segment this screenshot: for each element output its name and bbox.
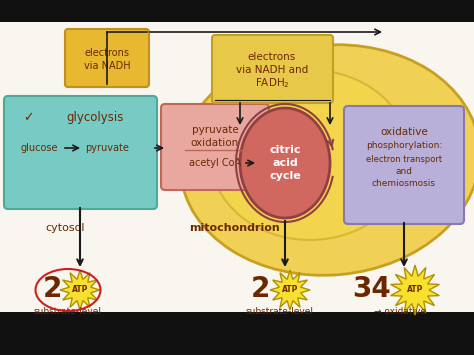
Text: electrons: electrons (84, 48, 129, 58)
Polygon shape (391, 265, 439, 315)
Text: pyruvate: pyruvate (191, 125, 238, 135)
Text: ✓: ✓ (23, 111, 33, 125)
Text: substrate-level: substrate-level (246, 307, 314, 317)
Text: via NADH and: via NADH and (236, 65, 308, 75)
Polygon shape (60, 270, 100, 310)
Text: electrons: electrons (248, 52, 296, 62)
Text: oxidative: oxidative (380, 127, 428, 137)
Text: ATP: ATP (282, 285, 298, 295)
FancyBboxPatch shape (4, 96, 157, 209)
Bar (0, 22, 474, 312)
Text: and: and (395, 166, 412, 175)
Text: cycle: cycle (269, 171, 301, 181)
FancyBboxPatch shape (344, 106, 464, 224)
Text: acid: acid (272, 158, 298, 168)
Text: 2: 2 (250, 275, 270, 303)
Text: glucose: glucose (20, 143, 57, 153)
Polygon shape (270, 270, 310, 310)
Ellipse shape (415, 144, 445, 166)
Ellipse shape (210, 70, 410, 240)
Ellipse shape (240, 108, 330, 218)
Ellipse shape (415, 114, 445, 136)
Text: 2: 2 (42, 275, 62, 303)
Text: electron transport: electron transport (366, 154, 442, 164)
Text: via NADH: via NADH (84, 61, 130, 71)
FancyBboxPatch shape (212, 35, 333, 103)
Text: cytosol: cytosol (45, 223, 85, 233)
FancyBboxPatch shape (65, 29, 149, 87)
Text: ATP: ATP (72, 285, 88, 295)
Text: ATP: ATP (407, 285, 423, 295)
Text: glycolysis: glycolysis (66, 111, 124, 125)
Text: pyruvate: pyruvate (85, 143, 129, 153)
Ellipse shape (180, 45, 474, 275)
FancyBboxPatch shape (161, 104, 269, 190)
Text: 34: 34 (353, 275, 392, 303)
Text: citric: citric (269, 145, 301, 155)
Text: phosphorylation:: phosphorylation: (366, 142, 442, 151)
Text: oxidation: oxidation (191, 138, 239, 148)
Text: mitochondrion: mitochondrion (190, 223, 281, 233)
Text: substrate-level: substrate-level (34, 307, 102, 317)
Text: → oxidative: → oxidative (374, 307, 426, 317)
Ellipse shape (415, 174, 445, 196)
Text: FADH$_2$: FADH$_2$ (255, 76, 290, 90)
Text: chemiosmosis: chemiosmosis (372, 180, 436, 189)
Text: acetyl CoA: acetyl CoA (189, 158, 241, 168)
